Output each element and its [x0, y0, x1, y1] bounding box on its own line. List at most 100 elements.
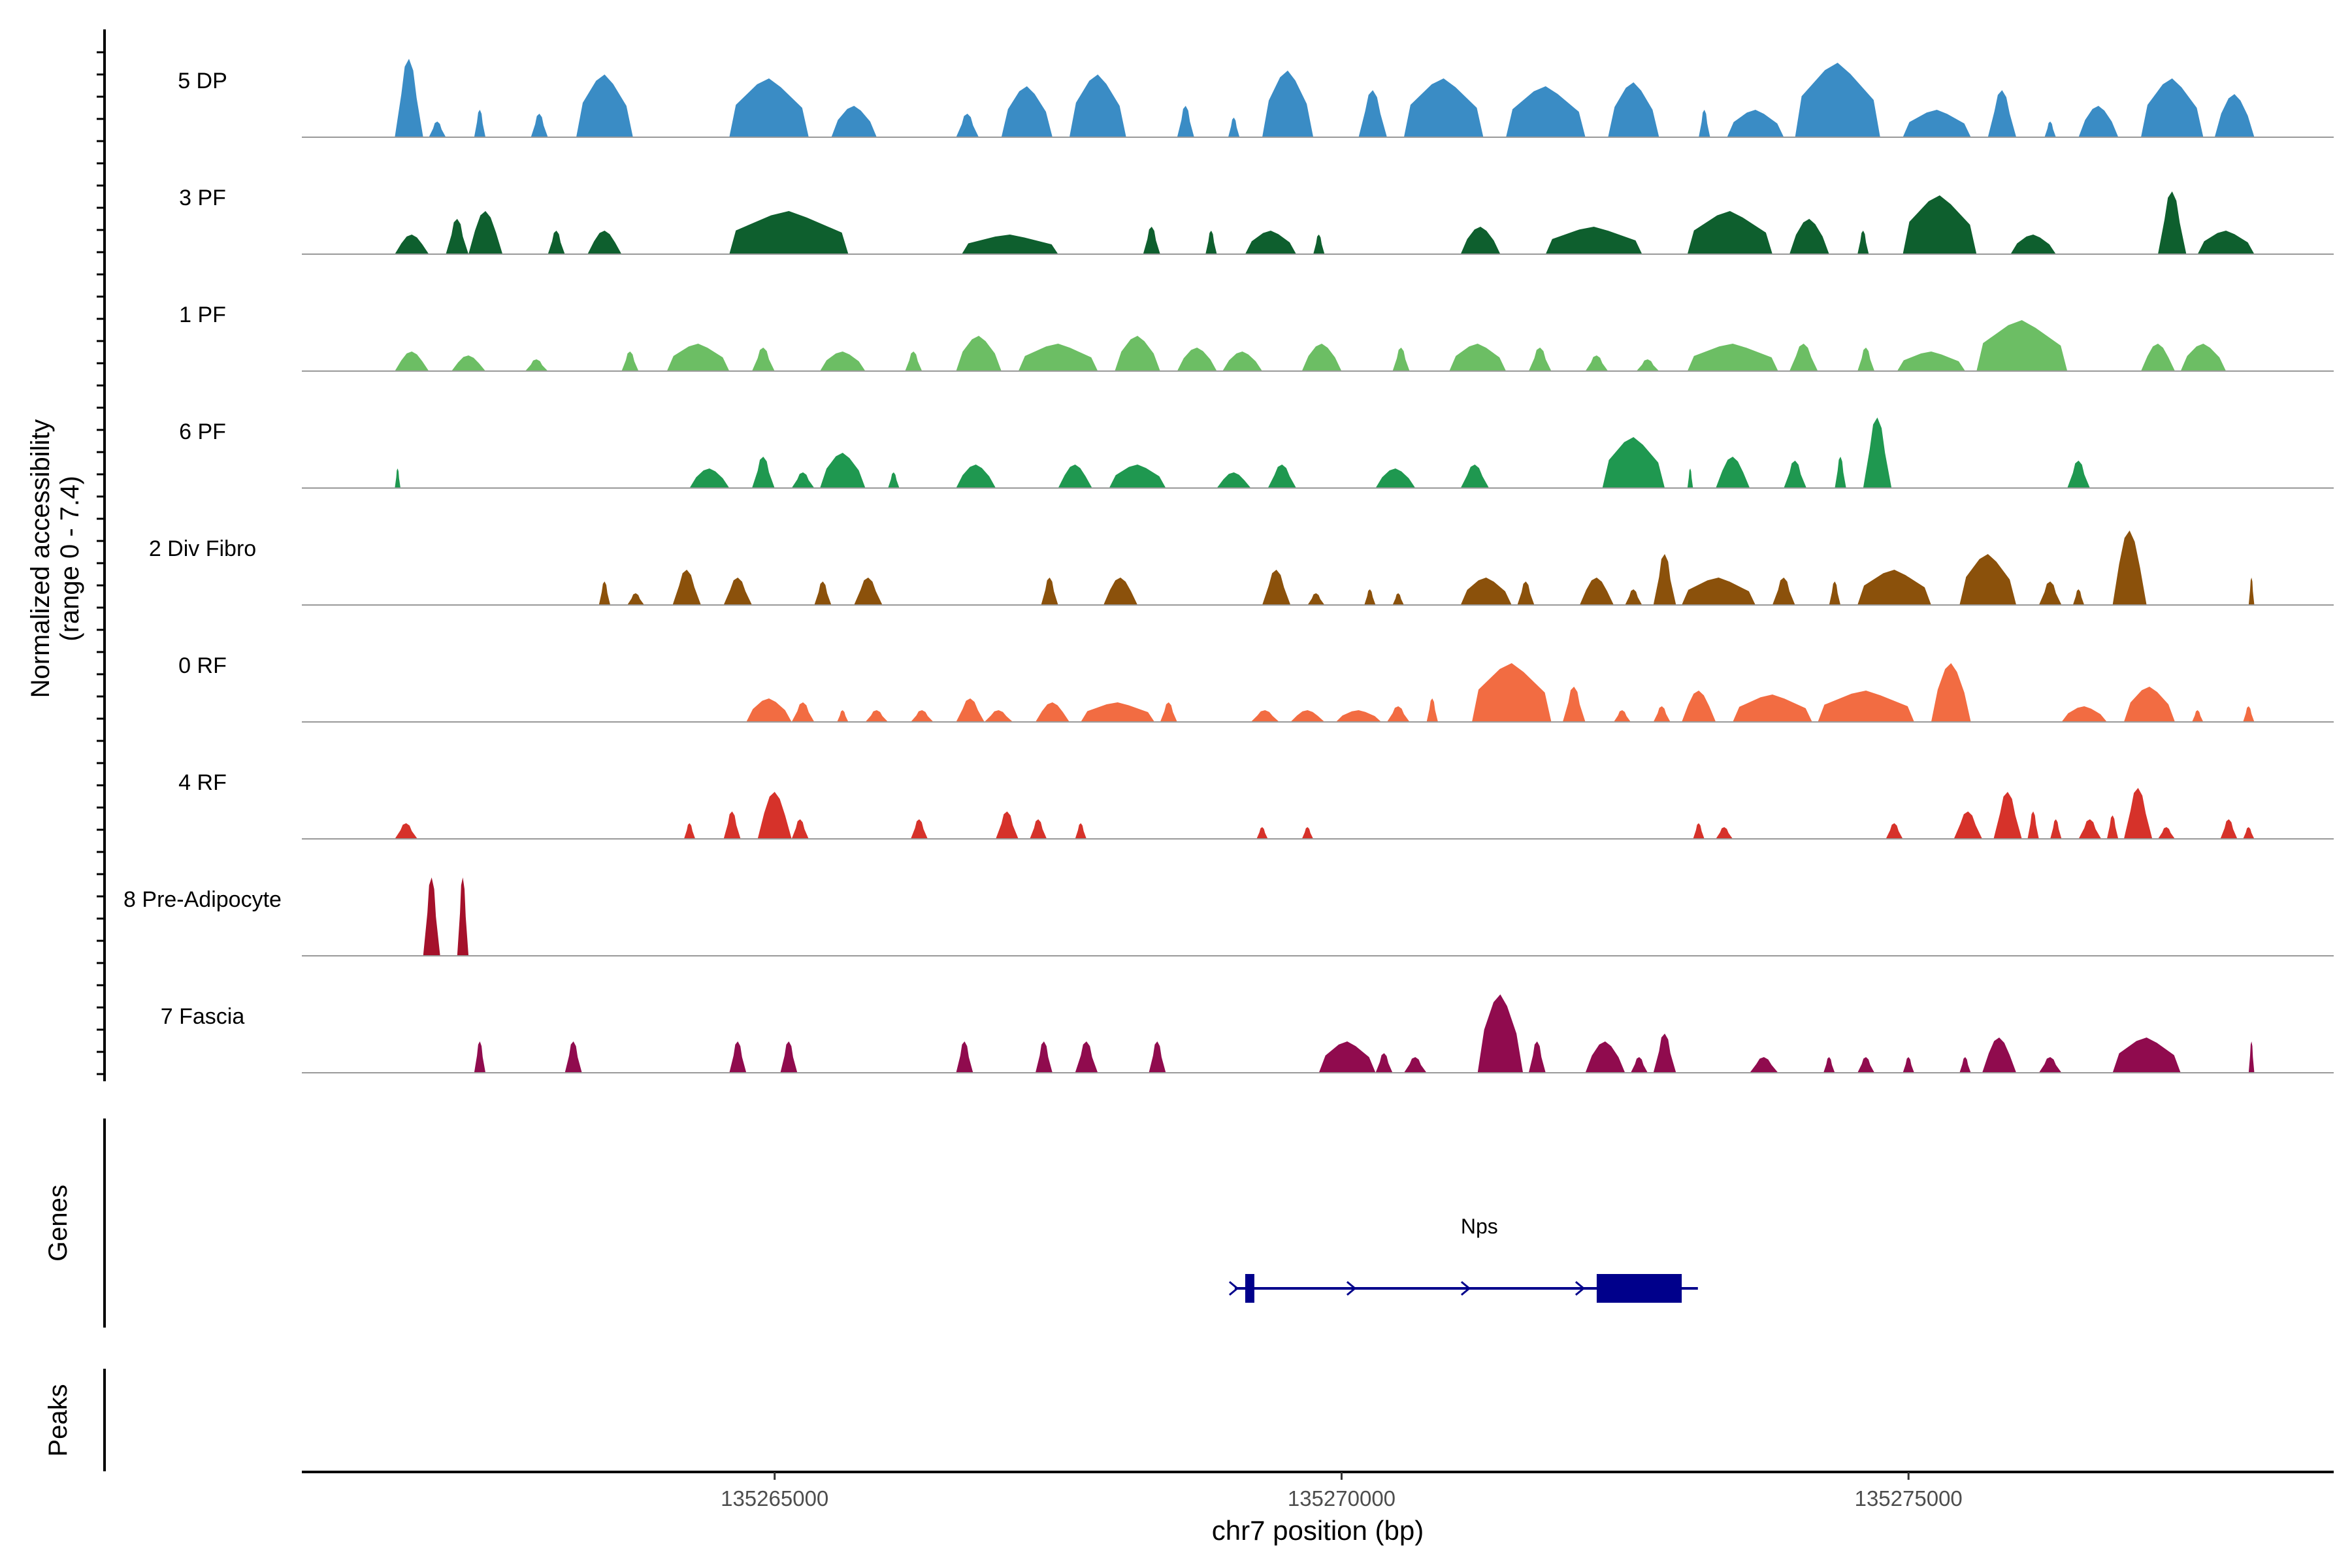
coverage-peak [1477, 994, 1524, 1073]
coverage-peak [956, 114, 979, 137]
coverage-peak [2050, 819, 2062, 839]
coverage-peak [791, 702, 815, 722]
track-6-pf: 6 PF [179, 417, 2334, 489]
coverage-peak [457, 877, 469, 956]
coverage-peak [723, 578, 752, 605]
coverage-peak [814, 581, 832, 605]
coverage-peak [1699, 110, 1710, 137]
coverage-peak [757, 792, 792, 839]
coverage-peak [1585, 1041, 1625, 1073]
coverage-peak [1267, 465, 1296, 488]
coverage-peak [1307, 593, 1325, 605]
track-8-pre-adipocyte: 8 Pre-Adipocyte [123, 877, 2334, 956]
coverage-peak [1460, 465, 1490, 488]
coverage-peak [854, 578, 883, 605]
coverage-peak [1772, 578, 1795, 605]
peaks-panel-label: Peaks [44, 1384, 73, 1456]
coverage-peak [1693, 823, 1705, 839]
coverage-peak [2248, 578, 2255, 605]
track-0-rf: 0 RF [178, 653, 2334, 723]
coverage-peak [723, 811, 741, 839]
coverage-peak [451, 355, 486, 371]
coverage-peak [1579, 578, 1614, 605]
coverage-peak [2027, 811, 2039, 839]
coverage-peak [2123, 687, 2175, 722]
coverage-peak [1897, 351, 1965, 371]
coverage-peak [1081, 702, 1155, 722]
x-tick-label: 135270000 [1288, 1486, 1396, 1511]
coverage-peak [1608, 82, 1659, 137]
coverage-peak [2141, 78, 2204, 137]
coverage-peak [996, 811, 1019, 839]
coverage-peak [395, 823, 417, 839]
track-label: 7 Fascia [161, 1004, 245, 1029]
coverage-peak [865, 710, 889, 722]
coverage-peak [429, 122, 446, 137]
coverage-peak [1959, 1057, 1971, 1073]
coverage-peak [1403, 78, 1484, 137]
coverage-peak [1335, 710, 1382, 722]
coverage-peak [888, 472, 900, 488]
coverage-peak [666, 344, 730, 371]
coverage-peak [689, 468, 730, 488]
coverage-peak [1035, 702, 1070, 722]
x-tick-label: 135275000 [1855, 1486, 1963, 1511]
coverage-peak [1528, 348, 1552, 371]
coverage-peak [820, 453, 866, 488]
coverage-peak [2243, 706, 2255, 722]
coverage-peak [1358, 90, 1387, 137]
coverage-peak [1585, 355, 1609, 371]
coverage-peak [1058, 465, 1092, 488]
coverage-peak [1653, 1034, 1676, 1073]
coverage-peak [2112, 1037, 2181, 1073]
coverage-peak [672, 570, 701, 605]
coverage-peak [2067, 461, 2090, 488]
strand-arrow [1346, 1281, 1357, 1296]
coverage-peak [1460, 578, 1512, 605]
coverage-peak [1614, 710, 1631, 722]
coverage-peak [395, 235, 429, 254]
coverage-peak [729, 211, 849, 254]
track-label: 2 Div Fibro [149, 536, 256, 561]
coverage-peak [1262, 71, 1314, 137]
coverage-peak [1903, 110, 1971, 137]
track-2-div-fibro: 2 Div Fibro [149, 531, 2334, 606]
coverage-peak [1143, 227, 1160, 254]
coverage-peak [1035, 1041, 1053, 1073]
coverage-peak [423, 877, 440, 956]
coverage-peak [1931, 663, 1971, 722]
coverage-peak [1982, 1037, 2017, 1073]
coverage-peak [1716, 457, 1750, 488]
coverage-peak [1727, 110, 1784, 137]
coverage-peak [395, 468, 400, 488]
strand-arrow [1460, 1281, 1471, 1296]
coverage-peak [1301, 827, 1314, 839]
coverage-peak [1716, 827, 1733, 839]
coverage-peak [984, 710, 1013, 722]
coverage-peak [1318, 1041, 1376, 1073]
coverage-peak [1750, 1057, 1778, 1073]
coverage-peak [1863, 417, 1892, 488]
coverage-peak [1987, 90, 2017, 137]
coverage-peak [2141, 344, 2175, 371]
track-label: 0 RF [178, 653, 227, 678]
coverage-peak [956, 336, 1002, 371]
coverage-peak [905, 351, 923, 371]
coverage-peak [1903, 1057, 1914, 1073]
coverage-peak [2158, 827, 2175, 839]
coverage-peak [1959, 554, 2017, 605]
coverage-peak [531, 114, 548, 137]
coverage-peak [2106, 815, 2119, 839]
coverage-peak [1301, 344, 1342, 371]
coverage-peak [1364, 589, 1376, 605]
coverage-peak [1115, 336, 1160, 371]
coverage-peak [2192, 710, 2204, 722]
coverage-peak [2112, 531, 2147, 605]
coverage-peak [1886, 823, 1903, 839]
x-axis-title: chr7 position (bp) [1212, 1515, 1424, 1546]
coverage-peak [1953, 811, 1982, 839]
y-axis-title-line1: Normalized accessibility [26, 419, 55, 698]
coverage-peak [2248, 1041, 2255, 1073]
coverage-peak [1245, 231, 1296, 254]
coverage-peak [1682, 578, 1756, 605]
